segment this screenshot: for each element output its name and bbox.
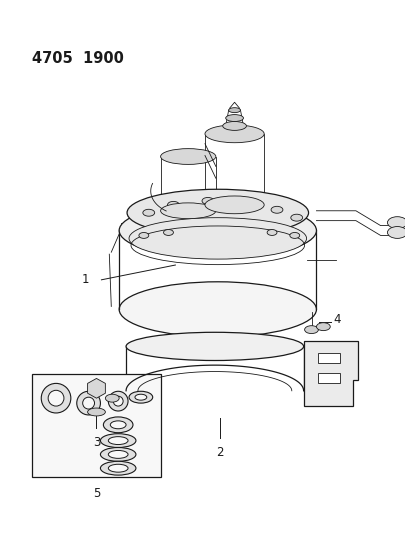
Ellipse shape bbox=[110, 421, 126, 429]
Text: 5: 5 bbox=[93, 487, 100, 500]
Ellipse shape bbox=[88, 408, 105, 416]
Ellipse shape bbox=[100, 434, 136, 448]
Ellipse shape bbox=[205, 125, 264, 143]
Text: 4705  1900: 4705 1900 bbox=[32, 51, 124, 66]
Ellipse shape bbox=[41, 383, 71, 413]
Text: 3: 3 bbox=[93, 435, 100, 449]
Bar bbox=[318, 353, 340, 363]
Ellipse shape bbox=[226, 115, 244, 122]
Bar bbox=[32, 374, 161, 477]
Ellipse shape bbox=[119, 282, 317, 337]
Ellipse shape bbox=[388, 217, 407, 229]
Ellipse shape bbox=[127, 189, 308, 236]
Ellipse shape bbox=[77, 391, 100, 415]
Ellipse shape bbox=[161, 149, 216, 164]
Ellipse shape bbox=[113, 396, 123, 406]
Ellipse shape bbox=[164, 230, 173, 236]
Ellipse shape bbox=[205, 196, 264, 214]
Ellipse shape bbox=[143, 209, 155, 216]
Ellipse shape bbox=[48, 390, 64, 406]
Polygon shape bbox=[88, 378, 105, 398]
Ellipse shape bbox=[271, 206, 283, 213]
Ellipse shape bbox=[168, 201, 180, 208]
Ellipse shape bbox=[139, 232, 149, 238]
Text: 4: 4 bbox=[333, 313, 341, 326]
Ellipse shape bbox=[135, 394, 147, 400]
Bar bbox=[318, 373, 340, 383]
Ellipse shape bbox=[108, 391, 128, 411]
Ellipse shape bbox=[103, 417, 133, 433]
Ellipse shape bbox=[290, 232, 300, 238]
Ellipse shape bbox=[223, 122, 246, 131]
Ellipse shape bbox=[100, 448, 136, 461]
Ellipse shape bbox=[291, 214, 303, 221]
Text: 2: 2 bbox=[216, 446, 224, 458]
Ellipse shape bbox=[161, 203, 216, 219]
Ellipse shape bbox=[267, 230, 277, 236]
Ellipse shape bbox=[83, 397, 95, 409]
Ellipse shape bbox=[129, 217, 306, 259]
Text: 1: 1 bbox=[82, 273, 90, 286]
Ellipse shape bbox=[126, 332, 304, 360]
Ellipse shape bbox=[129, 391, 153, 403]
Ellipse shape bbox=[119, 203, 317, 258]
Ellipse shape bbox=[388, 227, 407, 238]
Ellipse shape bbox=[108, 450, 128, 458]
Ellipse shape bbox=[105, 394, 119, 402]
Ellipse shape bbox=[108, 437, 128, 445]
Ellipse shape bbox=[228, 108, 240, 112]
Polygon shape bbox=[304, 342, 358, 406]
Ellipse shape bbox=[108, 464, 128, 472]
Ellipse shape bbox=[202, 197, 214, 204]
Ellipse shape bbox=[242, 199, 253, 206]
Ellipse shape bbox=[100, 461, 136, 475]
Ellipse shape bbox=[317, 322, 330, 330]
Ellipse shape bbox=[305, 326, 318, 334]
